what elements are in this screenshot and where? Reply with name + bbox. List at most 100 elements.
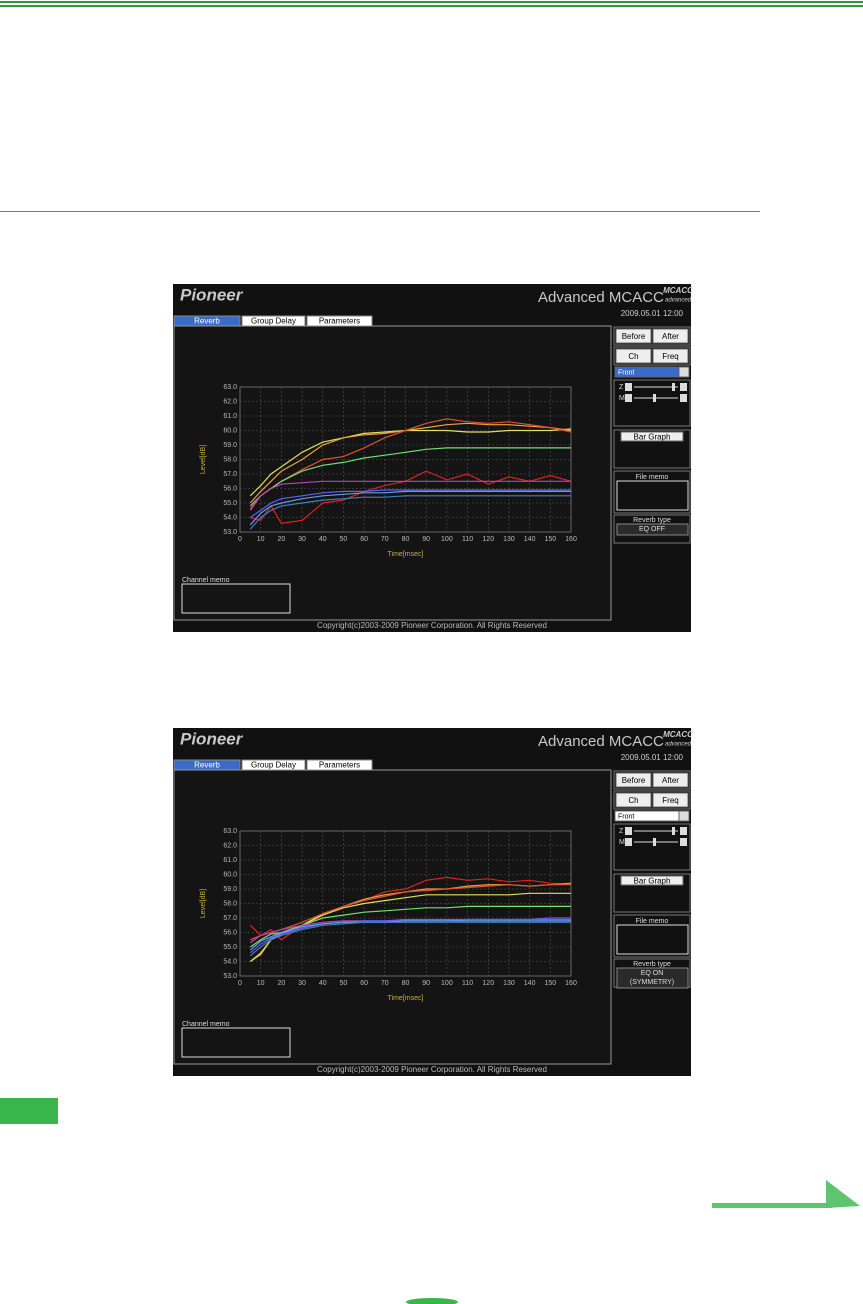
slider-btn[interactable] [625,383,632,391]
slider-btn[interactable] [680,394,687,402]
side-box [613,429,691,469]
series-line [249,480,571,510]
y-tick-label: 54.0 [223,958,237,965]
button[interactable] [620,875,684,886]
header-rule [0,5,863,7]
x-tick-label: 0 [238,536,242,543]
button[interactable] [615,772,652,788]
dropdown-value[interactable]: Front [618,369,634,376]
side-box [613,914,691,958]
x-tick-label: 50 [340,536,348,543]
screenshot: Pioneer Advanced MCACC MCACC advanced 2009.0… [173,284,693,632]
x-tick-label: 70 [381,536,389,543]
tab-label[interactable]: Group Delay [251,317,296,326]
button-label[interactable]: After [662,776,679,785]
tab-label[interactable]: Reverb [194,761,220,770]
badge: MCACC [663,286,693,295]
x-tick-label: 50 [340,980,348,987]
button-label[interactable]: Ch [628,796,638,805]
slider-btn[interactable] [680,383,687,391]
slider-btn[interactable] [625,827,632,835]
date: 2009.05.01 12:00 [621,753,684,762]
slider-btn[interactable] [625,838,632,846]
x-tick-label: 150 [544,536,556,543]
button-label[interactable]: Before [622,776,646,785]
plot-frame [239,386,572,533]
x-tick-label: 80 [402,980,410,987]
y-tick-label: 60.0 [223,871,237,878]
dropdown-value[interactable]: Front [618,813,634,820]
y-tick-label: 56.0 [223,929,237,936]
memo-box [616,480,689,511]
dropdown-arrow[interactable] [678,366,690,378]
y-tick-label: 57.0 [223,915,237,922]
button[interactable] [615,792,652,808]
badge-sub: advanced [665,742,692,748]
y-tick-label: 63.0 [223,384,237,391]
button[interactable] [652,792,689,808]
button-label[interactable]: Freq [662,796,678,805]
tab-label[interactable]: Parameters [319,761,360,770]
plot-frame [239,830,572,977]
y-tick-label: 63.0 [223,828,237,835]
reverb-type-value: EQ ON [641,970,664,977]
header-rule [0,1,863,3]
button[interactable] [620,431,684,442]
x-tick-label: 120 [482,536,494,543]
y-tick-label: 53.0 [223,529,237,536]
slider-label: Z [619,384,624,391]
memo-box [181,583,291,614]
x-tick-label: 80 [402,536,410,543]
slider-thumb[interactable] [653,394,656,402]
tab-label[interactable]: Group Delay [251,761,296,770]
slider-btn[interactable] [680,827,687,835]
button[interactable] [652,348,689,364]
x-tick-label: 60 [360,536,368,543]
x-tick-label: 160 [565,536,577,543]
button-label[interactable]: After [662,332,679,341]
button-label[interactable]: Before [622,332,646,341]
badge-sub: advanced [665,298,692,304]
slider-btn[interactable] [625,394,632,402]
side-box [613,514,691,544]
y-tick-label: 58.0 [223,456,237,463]
dropdown-arrow[interactable] [678,810,690,822]
button-label[interactable]: Freq [662,352,678,361]
product-name: Advanced MCACC [538,733,664,750]
reverb-type-value: EQ OFF [639,526,665,533]
next-arrow[interactable] [712,1180,860,1208]
slider-btn[interactable] [680,838,687,846]
file-memo-label: File memo [636,474,669,481]
x-tick-label: 10 [257,536,265,543]
series-line [249,428,572,497]
button-label[interactable]: Bar Graph [634,877,671,886]
y-tick-label: 54.0 [223,514,237,521]
y-tick-label: 56.0 [223,485,237,492]
button-label[interactable]: Bar Graph [634,433,671,442]
x-tick-label: 100 [441,980,453,987]
reverb-type-box [616,523,689,536]
y-tick-label: 61.0 [223,413,237,420]
slider-thumb[interactable] [653,838,656,846]
x-tick-label: 60 [360,980,368,987]
button[interactable] [652,328,689,344]
arrow-head [826,1180,860,1208]
product-name: Advanced MCACC [538,289,664,306]
x-tick-label: 40 [319,980,327,987]
side-box [613,346,691,366]
slider-thumb[interactable] [672,827,675,835]
series-line [249,920,571,951]
tab-label[interactable]: Reverb [194,317,220,326]
button[interactable] [652,772,689,788]
x-tick-label: 40 [319,536,327,543]
slider-thumb[interactable] [672,383,675,391]
button[interactable] [615,328,652,344]
x-tick-label: 0 [238,980,242,987]
button[interactable] [615,348,652,364]
y-tick-label: 58.0 [223,900,237,907]
side-box [613,823,691,871]
button-label[interactable]: Ch [628,352,638,361]
y-tick-label: 55.0 [223,500,237,507]
tab-label[interactable]: Parameters [319,317,360,326]
date: 2009.05.01 12:00 [621,309,684,318]
